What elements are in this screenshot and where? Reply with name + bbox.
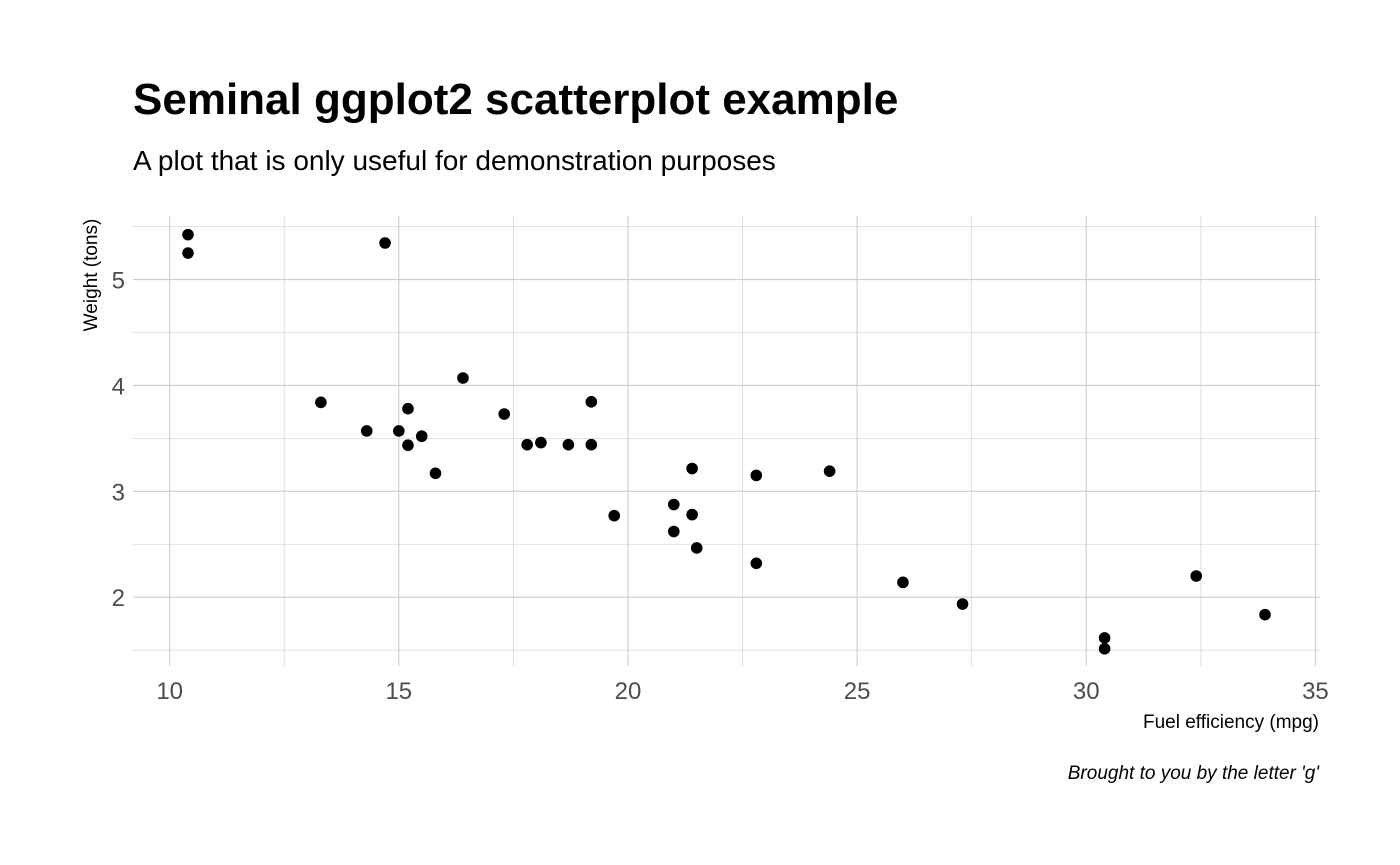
data-point (457, 372, 469, 384)
x-tick-label: 25 (844, 678, 871, 705)
y-axis-title: Weight (tons) (81, 219, 102, 332)
data-point (393, 425, 405, 437)
tick-labels: 10 15 20 25 30 35 2 3 4 5 (112, 268, 1329, 705)
data-point (1098, 632, 1111, 644)
data-point (667, 525, 680, 538)
data-point (402, 402, 414, 415)
data-point (608, 509, 621, 522)
chart-subtitle: A plot that is only useful for demonstra… (133, 145, 776, 176)
data-point (956, 598, 969, 610)
chart-caption: Brought to you by the letter 'g' (1068, 763, 1321, 784)
data-point (686, 508, 698, 521)
data-point (1259, 608, 1271, 621)
data-point (360, 425, 373, 437)
data-point (379, 237, 391, 249)
data-point (750, 557, 763, 570)
y-tick-label: 5 (112, 268, 125, 295)
x-tick-label: 20 (615, 678, 642, 705)
x-tick-label: 30 (1073, 678, 1100, 705)
data-point (402, 439, 414, 452)
data-point (690, 542, 703, 554)
data-point (429, 467, 442, 480)
y-tick-label: 2 (112, 585, 125, 612)
data-point (667, 498, 680, 511)
y-tick-label: 3 (112, 479, 125, 506)
data-point (1190, 570, 1203, 582)
data-point (585, 438, 598, 451)
data-points (182, 228, 1271, 655)
data-point (1098, 642, 1111, 655)
data-point (521, 438, 533, 451)
x-tick-label: 15 (385, 678, 412, 705)
data-point (585, 396, 598, 408)
data-point (498, 408, 511, 420)
data-point (182, 247, 194, 259)
data-point (415, 430, 428, 443)
data-point (182, 228, 194, 241)
data-point (750, 469, 763, 482)
y-tick-label: 4 (112, 373, 125, 400)
data-point (315, 396, 327, 409)
data-point (823, 465, 836, 477)
data-point (535, 436, 547, 449)
data-point (686, 462, 698, 475)
x-tick-label: 10 (156, 678, 183, 705)
data-point (562, 438, 575, 451)
data-point (897, 576, 909, 589)
chart-title: Seminal ggplot2 scatterplot example (133, 75, 898, 124)
x-axis-title: Fuel efficiency (mpg) (1143, 712, 1319, 733)
x-tick-label: 35 (1302, 678, 1329, 705)
grid-lines (133, 216, 1320, 666)
